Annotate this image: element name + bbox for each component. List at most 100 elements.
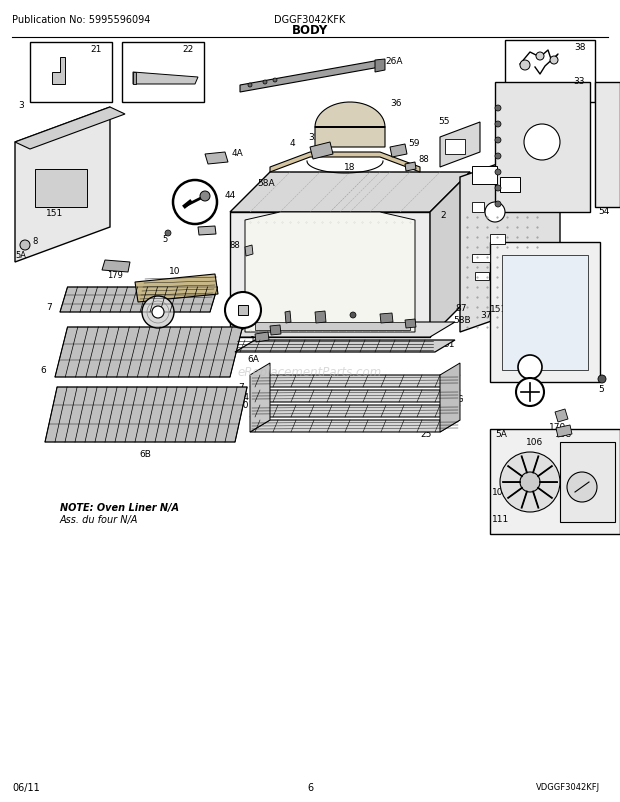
Polygon shape <box>230 172 470 213</box>
Text: 21: 21 <box>91 46 102 55</box>
Circle shape <box>273 79 277 83</box>
Text: 88: 88 <box>229 241 240 249</box>
Text: 5: 5 <box>598 385 604 394</box>
Text: 2: 2 <box>440 210 446 219</box>
Bar <box>490 429 620 534</box>
Text: 15: 15 <box>278 306 290 315</box>
Polygon shape <box>310 143 333 160</box>
Bar <box>472 167 497 184</box>
Text: 6A: 6A <box>247 355 259 364</box>
Polygon shape <box>380 314 393 323</box>
Text: 8: 8 <box>32 237 37 245</box>
Bar <box>35 170 87 208</box>
Circle shape <box>495 122 501 128</box>
Polygon shape <box>250 391 460 403</box>
Polygon shape <box>133 73 198 85</box>
Text: 109: 109 <box>492 488 509 497</box>
Text: 7: 7 <box>238 383 244 392</box>
Text: 7: 7 <box>222 340 228 349</box>
Text: 4: 4 <box>290 138 296 148</box>
Text: 42: 42 <box>445 410 456 419</box>
Polygon shape <box>245 245 253 257</box>
Polygon shape <box>375 60 385 73</box>
Text: 15: 15 <box>302 294 314 302</box>
Text: 3: 3 <box>18 100 24 109</box>
Bar <box>490 243 600 383</box>
Text: 170: 170 <box>549 423 567 432</box>
Text: eReplacementParts.com: eReplacementParts.com <box>238 366 382 379</box>
Text: 55G: 55G <box>445 395 464 404</box>
Circle shape <box>567 472 597 502</box>
Text: 22: 22 <box>183 46 194 55</box>
Text: 58A: 58A <box>257 178 275 187</box>
Text: 91: 91 <box>443 340 454 349</box>
Text: Ass. du four N/A: Ass. du four N/A <box>60 514 138 525</box>
Polygon shape <box>405 320 416 329</box>
Circle shape <box>518 355 542 379</box>
Circle shape <box>20 241 30 251</box>
Polygon shape <box>102 261 130 273</box>
Polygon shape <box>405 163 416 172</box>
Bar <box>500 178 520 192</box>
Text: 6: 6 <box>402 312 408 321</box>
Circle shape <box>200 192 210 202</box>
Text: 7: 7 <box>46 303 51 312</box>
Polygon shape <box>556 426 572 437</box>
Polygon shape <box>315 312 326 323</box>
Text: 55: 55 <box>438 116 450 125</box>
Circle shape <box>350 313 356 318</box>
Circle shape <box>500 452 560 512</box>
Text: 87: 87 <box>455 304 466 313</box>
Polygon shape <box>390 145 407 158</box>
Text: 1: 1 <box>555 250 560 259</box>
Circle shape <box>495 170 501 176</box>
Circle shape <box>495 154 501 160</box>
Text: 29: 29 <box>230 304 242 313</box>
Polygon shape <box>15 107 110 263</box>
Circle shape <box>485 203 505 223</box>
Text: 86: 86 <box>374 306 386 315</box>
Text: 17: 17 <box>250 336 262 345</box>
Polygon shape <box>60 288 218 313</box>
Polygon shape <box>250 406 460 418</box>
Text: 16: 16 <box>263 325 275 334</box>
Text: 5A: 5A <box>495 430 507 439</box>
Text: 9: 9 <box>148 320 154 329</box>
Bar <box>445 140 465 155</box>
Polygon shape <box>52 58 65 85</box>
Text: 5: 5 <box>162 235 167 244</box>
Bar <box>472 203 484 213</box>
Text: 5A: 5A <box>15 251 26 260</box>
Text: NOTE: Oven Liner N/A: NOTE: Oven Liner N/A <box>60 502 179 512</box>
Polygon shape <box>250 363 270 432</box>
Text: 26A: 26A <box>385 56 402 66</box>
Text: 44: 44 <box>360 245 371 254</box>
Bar <box>238 306 248 316</box>
Text: 10: 10 <box>169 266 181 275</box>
Text: 6: 6 <box>40 366 46 375</box>
Polygon shape <box>440 363 460 432</box>
Circle shape <box>495 202 501 208</box>
Circle shape <box>520 472 540 492</box>
Circle shape <box>550 57 558 65</box>
Circle shape <box>495 106 501 111</box>
Text: 59: 59 <box>408 138 420 148</box>
Text: 254: 254 <box>232 393 249 402</box>
Text: 6: 6 <box>307 782 313 792</box>
Text: 54: 54 <box>598 206 609 215</box>
Text: 151: 151 <box>490 305 507 314</box>
Polygon shape <box>45 387 247 443</box>
Text: 35: 35 <box>308 133 319 142</box>
Polygon shape <box>255 322 410 330</box>
Polygon shape <box>240 61 380 93</box>
Text: VDGGF3042KFJ: VDGGF3042KFJ <box>536 783 600 792</box>
Text: BODY: BODY <box>292 25 328 38</box>
Text: 06/11: 06/11 <box>12 782 40 792</box>
Polygon shape <box>245 213 415 333</box>
Polygon shape <box>55 327 242 378</box>
Polygon shape <box>133 73 136 85</box>
Bar <box>475 273 489 281</box>
Circle shape <box>142 297 174 329</box>
Polygon shape <box>230 213 430 338</box>
Circle shape <box>520 61 530 71</box>
